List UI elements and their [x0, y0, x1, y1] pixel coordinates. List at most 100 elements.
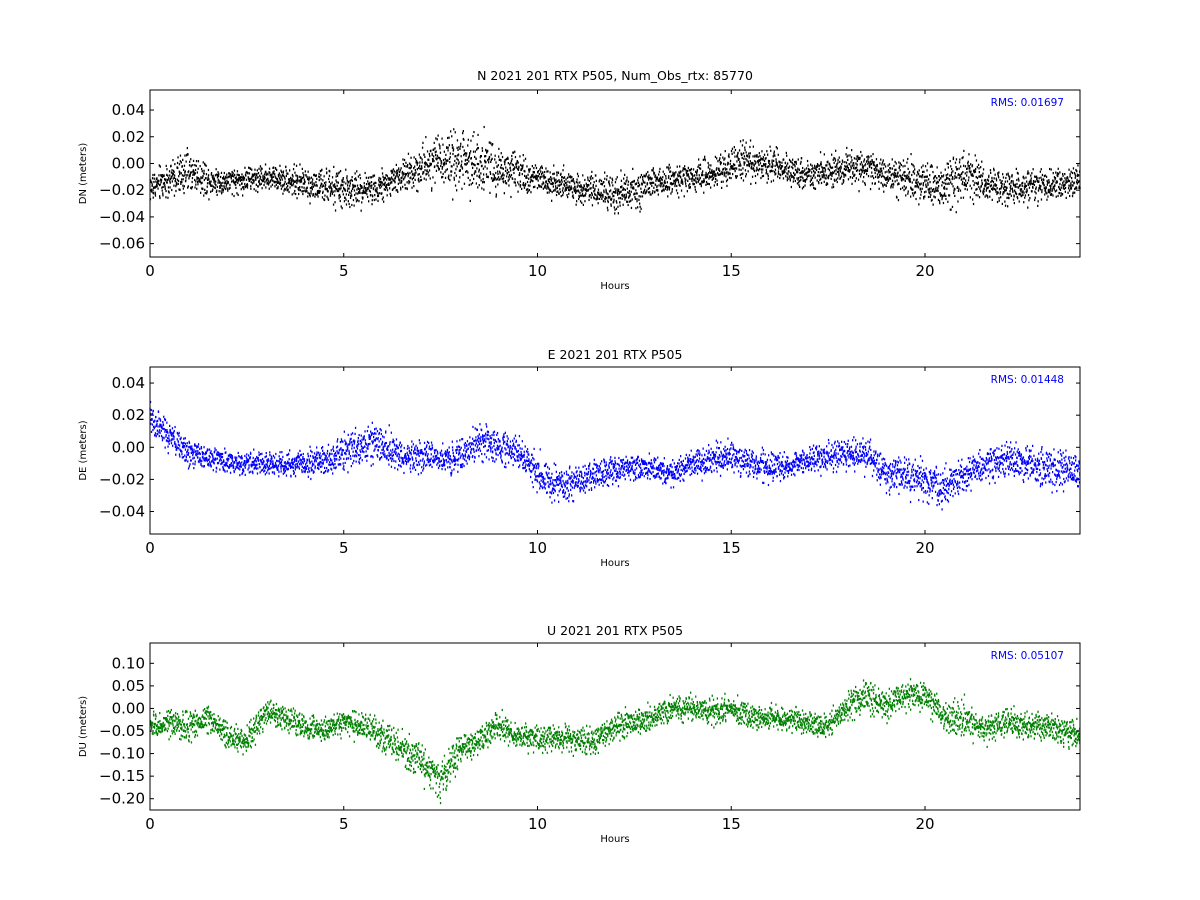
data-point: [283, 471, 286, 474]
data-point: [508, 171, 510, 174]
data-point: [993, 184, 995, 187]
data-point: [270, 455, 273, 458]
data-point: [1048, 181, 1050, 184]
data-point: [1078, 180, 1080, 183]
data-point: [485, 155, 487, 158]
data-point: [221, 462, 223, 465]
data-point: [940, 171, 942, 174]
data-point: [485, 161, 487, 164]
data-point: [252, 175, 254, 178]
data-point: [412, 176, 415, 179]
data-point: [254, 172, 256, 175]
data-point: [172, 174, 174, 177]
data-point: [599, 194, 602, 197]
data-point: [821, 176, 823, 179]
data-point: [568, 185, 570, 188]
data-point: [273, 471, 275, 474]
data-point: [775, 146, 777, 149]
data-point: [689, 168, 692, 172]
data-point: [858, 157, 860, 161]
data-point: [970, 170, 972, 173]
data-point: [267, 179, 269, 182]
data-point: [990, 180, 992, 184]
data-point: [564, 185, 566, 188]
data-point: [492, 173, 494, 176]
data-point: [645, 191, 647, 194]
data-point: [586, 189, 588, 192]
data-point: [173, 430, 175, 433]
data-point: [768, 165, 770, 168]
data-point: [978, 196, 981, 199]
data-point: [270, 174, 272, 177]
data-point: [303, 174, 305, 177]
data-point: [238, 460, 240, 464]
data-point: [243, 188, 245, 191]
data-point: [215, 180, 217, 183]
data-point: [233, 175, 235, 178]
data-point: [180, 441, 183, 444]
data-point: [273, 472, 276, 475]
data-point: [470, 139, 472, 142]
data-point: [162, 175, 164, 179]
data-point: [699, 163, 702, 166]
data-point: [270, 185, 272, 188]
data-point: [211, 184, 213, 187]
data-point: [642, 178, 644, 181]
data-point: [201, 167, 203, 171]
data-point: [793, 163, 795, 166]
data-point: [151, 423, 154, 426]
data-point: [276, 168, 278, 172]
data-point: [501, 177, 503, 180]
data-point: [477, 133, 479, 136]
data-point: [688, 175, 690, 178]
data-point: [607, 193, 609, 196]
data-point: [668, 186, 671, 189]
data-point: [995, 188, 997, 191]
data-point: [574, 186, 576, 189]
data-point: [458, 180, 460, 183]
data-point: [1013, 202, 1015, 205]
data-point: [540, 185, 543, 189]
data-point: [262, 174, 264, 177]
data-point: [442, 175, 444, 179]
data-point: [429, 177, 431, 180]
data-point: [839, 170, 841, 173]
data-point: [400, 177, 402, 180]
data-point: [269, 454, 271, 457]
data-point: [375, 198, 377, 201]
data-point: [866, 167, 869, 170]
data-point: [545, 167, 547, 170]
data-point: [869, 188, 872, 191]
data-point: [902, 159, 905, 162]
data-point: [373, 182, 375, 185]
data-point: [264, 464, 266, 467]
data-point: [186, 147, 188, 150]
data-point: [184, 437, 186, 440]
data-point: [220, 454, 222, 457]
data-point: [215, 168, 217, 171]
data-point: [311, 180, 313, 183]
data-point: [556, 190, 558, 193]
data-point: [1039, 188, 1042, 191]
data-point: [745, 141, 747, 144]
data-point: [777, 153, 779, 156]
data-point: [433, 155, 435, 158]
data-point: [910, 153, 912, 156]
data-point: [1033, 180, 1035, 183]
data-point: [974, 154, 976, 157]
data-point: [442, 159, 445, 162]
data-point: [651, 192, 654, 195]
data-point: [702, 170, 704, 173]
data-point: [625, 193, 627, 196]
data-point: [200, 463, 202, 466]
data-point: [755, 161, 757, 164]
data-point: [801, 170, 803, 173]
data-point: [576, 172, 579, 175]
data-point: [1069, 187, 1072, 190]
data-point: [453, 176, 455, 179]
data-point: [446, 159, 448, 162]
y-tick-label: −0.06: [99, 235, 145, 253]
data-point: [1006, 186, 1008, 189]
data-point: [668, 188, 670, 191]
data-point: [596, 197, 598, 200]
